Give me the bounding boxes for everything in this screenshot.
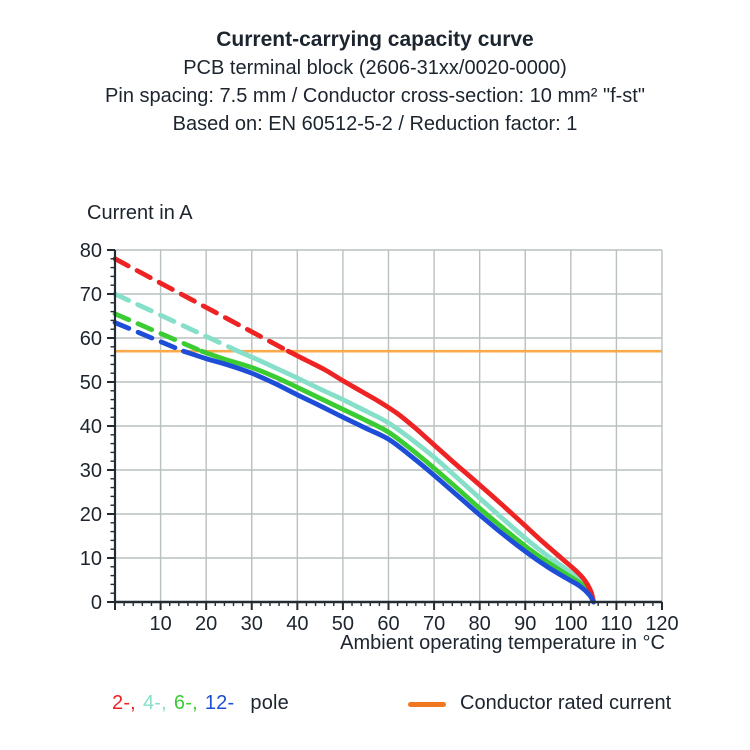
rated-current-label: Conductor rated current <box>460 692 672 714</box>
series-12-pole-dashed <box>112 320 186 354</box>
x-tick-label: 100 <box>554 613 587 635</box>
title-block: Current-carrying capacity curve PCB term… <box>0 26 750 138</box>
x-axis-title: Ambient operating temperature in °C <box>340 632 665 654</box>
series-2-pole-solid <box>285 348 596 605</box>
legend-pole-suffix: pole <box>250 692 289 714</box>
legend-rated: Conductor rated current <box>408 692 671 715</box>
chart-area: 0 10 20 30 40 50 60 70 80 10 20 30 40 50 60 70 80 90 100 11… <box>70 235 690 635</box>
y-tick-label: 40 <box>80 416 102 438</box>
y-tick-label: 10 <box>80 548 102 570</box>
legend-pole-item: 2-, <box>112 692 136 714</box>
chart-subtitle-product: PCB terminal block (2606-31xx/0020-0000) <box>183 57 567 79</box>
series-6-pole-solid <box>199 348 596 605</box>
rated-current-swatch <box>408 702 446 707</box>
y-tick-label: 80 <box>80 240 102 262</box>
x-tick-label: 40 <box>286 613 308 635</box>
x-tick-label: 80 <box>469 613 491 635</box>
x-tick-label: 60 <box>377 613 399 635</box>
series-4-pole-dashed <box>112 291 241 354</box>
y-tick-label: 0 <box>91 592 102 614</box>
x-tick-label: 50 <box>332 613 354 635</box>
x-tick-label: 20 <box>195 613 217 635</box>
chart-svg: 0 10 20 30 40 50 60 70 80 10 20 30 40 50 60 70 80 90 100 11… <box>80 240 679 635</box>
x-tick-label: 10 <box>149 613 171 635</box>
legend-pole-item: 6-, <box>173 692 198 714</box>
legend-poles: 2-, 4-, 6-, 12- pole <box>112 692 289 715</box>
legend-pole-item: 4-, <box>142 692 167 714</box>
series-2-pole-dashed <box>112 256 291 354</box>
x-tick-label: 30 <box>241 613 263 635</box>
series-4-pole-solid <box>235 348 596 605</box>
legend-pole-item: 12- <box>204 692 235 714</box>
series-12-pole-solid <box>181 348 596 605</box>
x-tick-label: 70 <box>423 613 445 635</box>
x-tick-label: 90 <box>514 613 536 635</box>
y-tick-label: 60 <box>80 328 102 350</box>
chart-title: Current-carrying capacity curve <box>216 28 534 51</box>
y-tick-label: 30 <box>80 460 102 482</box>
series-6-pole-dashed <box>112 311 204 354</box>
chart-subtitle-standard: Based on: EN 60512-5-2 / Reduction facto… <box>172 113 578 135</box>
y-tick-label: 70 <box>80 284 102 306</box>
chart-subtitle-specs: Pin spacing: 7.5 mm / Conductor cross-se… <box>105 85 645 107</box>
y-tick-label: 50 <box>80 372 102 394</box>
x-tick-label: 110 <box>600 613 632 635</box>
y-axis-title: Current in A <box>87 202 193 224</box>
y-tick-label: 20 <box>80 504 102 526</box>
x-tick-label: 120 <box>645 613 678 635</box>
